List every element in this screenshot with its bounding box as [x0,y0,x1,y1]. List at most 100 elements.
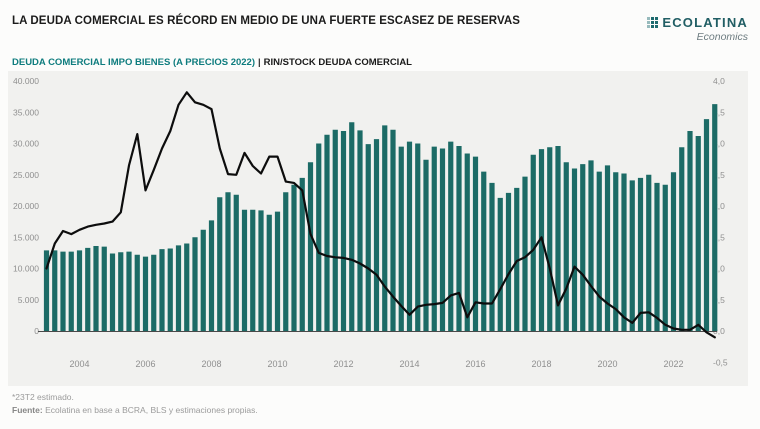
right-axis-tick: 2,5 [713,170,725,180]
left-axis-tick: 40.000 [13,76,39,86]
bar [142,256,149,332]
bar [596,171,602,332]
bar [208,220,215,332]
deuda-bars [43,104,718,332]
logo-grid-icon [647,17,659,28]
bar [217,197,223,331]
bar [703,119,710,332]
source-line: Fuente: Ecolatina en base a BCRA, BLS y … [12,405,258,415]
bar [415,143,421,331]
x-axis-tick: 2018 [531,359,551,369]
x-axis-tick: 2006 [135,359,155,369]
bar [497,197,503,332]
x-axis-tick: 2008 [201,359,221,369]
rin-stock-line [45,91,716,339]
bar [316,143,322,331]
right-axis-tick: 3,5 [713,107,725,117]
bar [43,250,50,332]
left-axis-tick: 20.000 [13,201,39,211]
right-axis-tick: 0,0 [713,326,725,336]
bar [85,247,91,332]
bar [93,246,99,331]
bar [373,139,380,332]
x-axis-tick: 2004 [69,359,89,369]
bar [365,144,371,332]
right-axis-labels: -0,5 0,0 0,5 1,0 1,5 2,0 2,5 3,0 3,5 4,0 [713,76,728,367]
bar [464,153,470,331]
source-label: Fuente: [12,405,43,415]
logo-row: ECOLATINA [647,15,748,30]
bar [646,174,652,331]
bar [522,176,528,332]
bar [349,122,355,331]
right-axis-tick: 4,0 [713,76,725,86]
subtitle-series1-label: DEUDA COMERCIAL IMPO BIENES (A PRECIOS 2… [12,57,255,68]
bar [621,173,627,331]
x-axis-tick: 2022 [663,359,683,369]
bar [159,249,165,332]
left-axis-labels: 0 5.000 10.000 15.000 20.000 25.000 30.000 35.0… [13,76,39,336]
bar [118,252,124,331]
bar [571,168,578,331]
bar [382,125,388,332]
bar [398,146,404,332]
bar [423,159,429,331]
chart-svg: 0 5.000 10.000 15.000 20.000 25.000 30.000 35.0… [13,76,728,369]
bar [406,141,413,332]
footnote: *23T2 estimado. [12,392,74,402]
bar [233,194,239,331]
bar [291,184,297,331]
bar [555,146,561,331]
bar [340,131,347,331]
bar [60,251,66,332]
bar [563,162,569,331]
bar [184,243,190,331]
bar [101,246,107,332]
bar [68,251,74,332]
bar [580,164,586,332]
bar [134,254,140,331]
bar [258,210,264,332]
bar [530,154,536,331]
logo-brand: ECOLATINA [662,15,748,30]
x-axis-tick: 2010 [267,359,287,369]
x-axis-tick: 2012 [333,359,353,369]
bar [266,214,272,331]
bar [167,248,173,331]
bar [241,209,248,331]
bar [76,250,83,332]
bar [456,146,462,331]
right-axis-tick: 0,5 [713,295,725,305]
bar [448,141,454,332]
bar [439,148,446,331]
bar [604,165,611,332]
bar [332,129,338,331]
left-axis-tick: 25.000 [13,170,39,180]
x-axis-labels: 2004 2006 2008 2010 2012 2014 2016 2018 2020 2022 [69,359,683,369]
bar [175,245,182,332]
bar [505,192,512,332]
bar [687,131,693,331]
left-axis-tick: 0 [34,326,39,336]
subtitle-separator: | [258,57,261,68]
chart-panel: 0 5.000 10.000 15.000 20.000 25.000 30.000 35.0… [8,71,748,386]
bar [662,184,668,331]
logo-tagline: Economics [696,31,748,43]
bar [274,211,281,332]
left-axis-tick: 30.000 [13,139,39,149]
page-title: LA DEUDA COMERCIAL ES RÉCORD EN MEDIO DE… [12,15,521,27]
bar [357,130,363,332]
bar [481,171,487,332]
bar [52,250,58,332]
bar [390,129,396,331]
bar [324,134,330,331]
bar [192,237,198,331]
right-axis-tick: 3,0 [713,139,725,149]
right-axis-tick: 1,0 [713,264,725,274]
bar [126,251,132,332]
left-axis-tick: 5.000 [18,295,40,305]
bar [299,177,305,332]
bar [514,187,520,332]
x-axis-tick: 2020 [597,359,617,369]
